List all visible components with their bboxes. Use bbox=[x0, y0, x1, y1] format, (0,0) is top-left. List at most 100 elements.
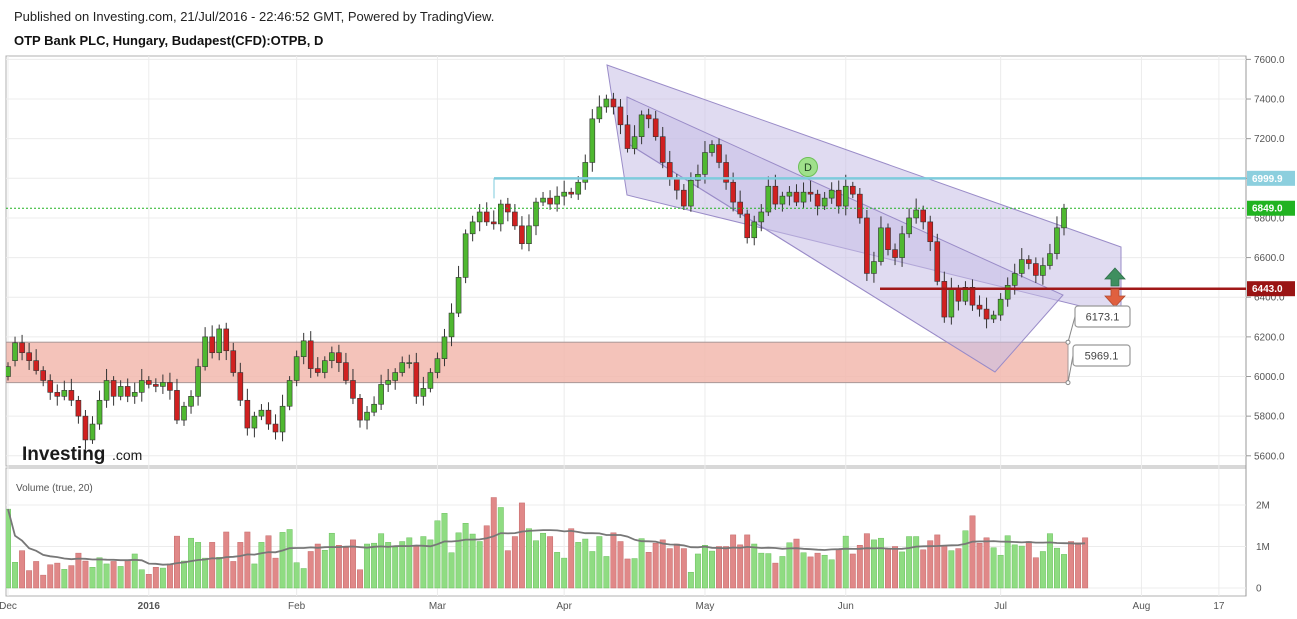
candle-body bbox=[399, 362, 406, 373]
candle-body bbox=[209, 336, 215, 354]
candle-body bbox=[1061, 207, 1067, 229]
candle-body bbox=[582, 162, 589, 183]
candle-body bbox=[779, 195, 786, 205]
volume-bar bbox=[504, 550, 511, 589]
candle-body bbox=[117, 386, 124, 397]
volume-bar bbox=[955, 548, 962, 589]
time-tick-label: 17 bbox=[1213, 601, 1225, 612]
volume-bar bbox=[554, 552, 561, 589]
volume-bar bbox=[117, 566, 124, 589]
volume-bar bbox=[216, 557, 223, 589]
candle-body bbox=[131, 392, 138, 397]
candle-body bbox=[75, 399, 82, 417]
candle-body bbox=[160, 382, 166, 387]
volume-bar bbox=[751, 543, 758, 589]
marker-label: D bbox=[804, 162, 812, 174]
volume-bar bbox=[54, 562, 61, 589]
volume-bar bbox=[138, 569, 145, 589]
time-tick-label: Jun bbox=[838, 601, 854, 612]
volume-bar bbox=[772, 562, 779, 589]
candle-body bbox=[589, 118, 596, 163]
candle-body bbox=[6, 366, 11, 377]
candle-body bbox=[420, 388, 427, 397]
candle-body bbox=[110, 380, 117, 397]
candle-body bbox=[561, 191, 567, 197]
volume-bar bbox=[307, 551, 314, 589]
volume-bar bbox=[800, 552, 807, 589]
volume-bar bbox=[547, 536, 554, 589]
volume-bar bbox=[413, 546, 420, 589]
candle-body bbox=[793, 191, 800, 203]
volume-bar bbox=[807, 556, 814, 589]
drawing-overlays: D bbox=[6, 157, 1246, 308]
candle-body bbox=[533, 201, 539, 227]
candle-body bbox=[216, 328, 222, 354]
volume-bar bbox=[371, 542, 378, 589]
candle-body bbox=[19, 342, 25, 354]
candle-body bbox=[188, 396, 194, 407]
candles bbox=[6, 92, 1067, 450]
volume-bar bbox=[737, 544, 744, 589]
time-tick-label: Feb bbox=[288, 601, 306, 612]
volume-bar bbox=[983, 537, 990, 589]
volume-bar bbox=[202, 557, 209, 589]
candle-body bbox=[983, 308, 990, 320]
candle-body bbox=[1054, 227, 1060, 254]
volume-bar bbox=[145, 574, 152, 589]
volume-bar bbox=[962, 530, 969, 589]
volume-bar bbox=[575, 542, 582, 589]
volume-bar bbox=[920, 549, 927, 589]
candle-body bbox=[286, 380, 293, 407]
resistance-tag-bg bbox=[1247, 170, 1295, 186]
volume-label: Volume (true, 20) bbox=[16, 483, 93, 494]
volume-bar bbox=[610, 532, 617, 589]
candle-body bbox=[181, 405, 187, 421]
volume-bar bbox=[540, 532, 546, 589]
volume-bar bbox=[75, 552, 82, 589]
volume-bar bbox=[223, 531, 230, 589]
volume-bar bbox=[12, 562, 18, 589]
candle-body bbox=[828, 189, 835, 199]
volume-bar bbox=[765, 553, 772, 589]
price-tick-label: 6600.0 bbox=[1254, 253, 1285, 264]
volume-bar bbox=[758, 552, 765, 589]
candle-body bbox=[899, 233, 905, 258]
volume-bar bbox=[103, 563, 110, 589]
volume-bar bbox=[716, 546, 722, 589]
price-tick-label: 6200.0 bbox=[1254, 332, 1285, 343]
volume-axis: 0 1M 2M bbox=[1256, 501, 1270, 595]
candle-body bbox=[272, 423, 279, 433]
volume-bar bbox=[33, 561, 40, 589]
volume-bar bbox=[258, 542, 265, 589]
volume-bar bbox=[582, 538, 589, 589]
volume-bar bbox=[870, 539, 877, 589]
candle-body bbox=[54, 392, 61, 397]
candle-body bbox=[448, 312, 455, 338]
volume-bar bbox=[420, 536, 427, 589]
volume-bar bbox=[342, 547, 349, 589]
price-tick-label: 7400.0 bbox=[1254, 95, 1285, 106]
candle-body bbox=[378, 384, 384, 405]
volume-bar bbox=[828, 559, 835, 589]
volume-bar bbox=[131, 553, 138, 589]
last-price-tag-text: 6849.0 bbox=[1252, 204, 1283, 215]
volume-bar bbox=[40, 574, 47, 589]
candle-body bbox=[645, 114, 652, 120]
marker-circle bbox=[798, 157, 818, 177]
zone-top-callout-leader bbox=[1067, 316, 1076, 343]
candle-body bbox=[47, 380, 54, 393]
volume-bar bbox=[279, 532, 286, 589]
logo-main: Investing bbox=[22, 444, 105, 465]
candle-body bbox=[89, 423, 96, 441]
candle-body bbox=[723, 162, 729, 183]
candle-body bbox=[153, 384, 159, 387]
candle-body bbox=[681, 189, 687, 207]
volume-bar bbox=[526, 528, 532, 589]
published-line: Published on Investing.com, 21/Jul/2016 … bbox=[14, 9, 495, 24]
candle-body bbox=[1033, 263, 1039, 276]
candle-body bbox=[716, 144, 722, 163]
candle-body bbox=[709, 144, 715, 153]
volume-bar bbox=[61, 569, 68, 589]
volume-bar bbox=[286, 529, 293, 589]
